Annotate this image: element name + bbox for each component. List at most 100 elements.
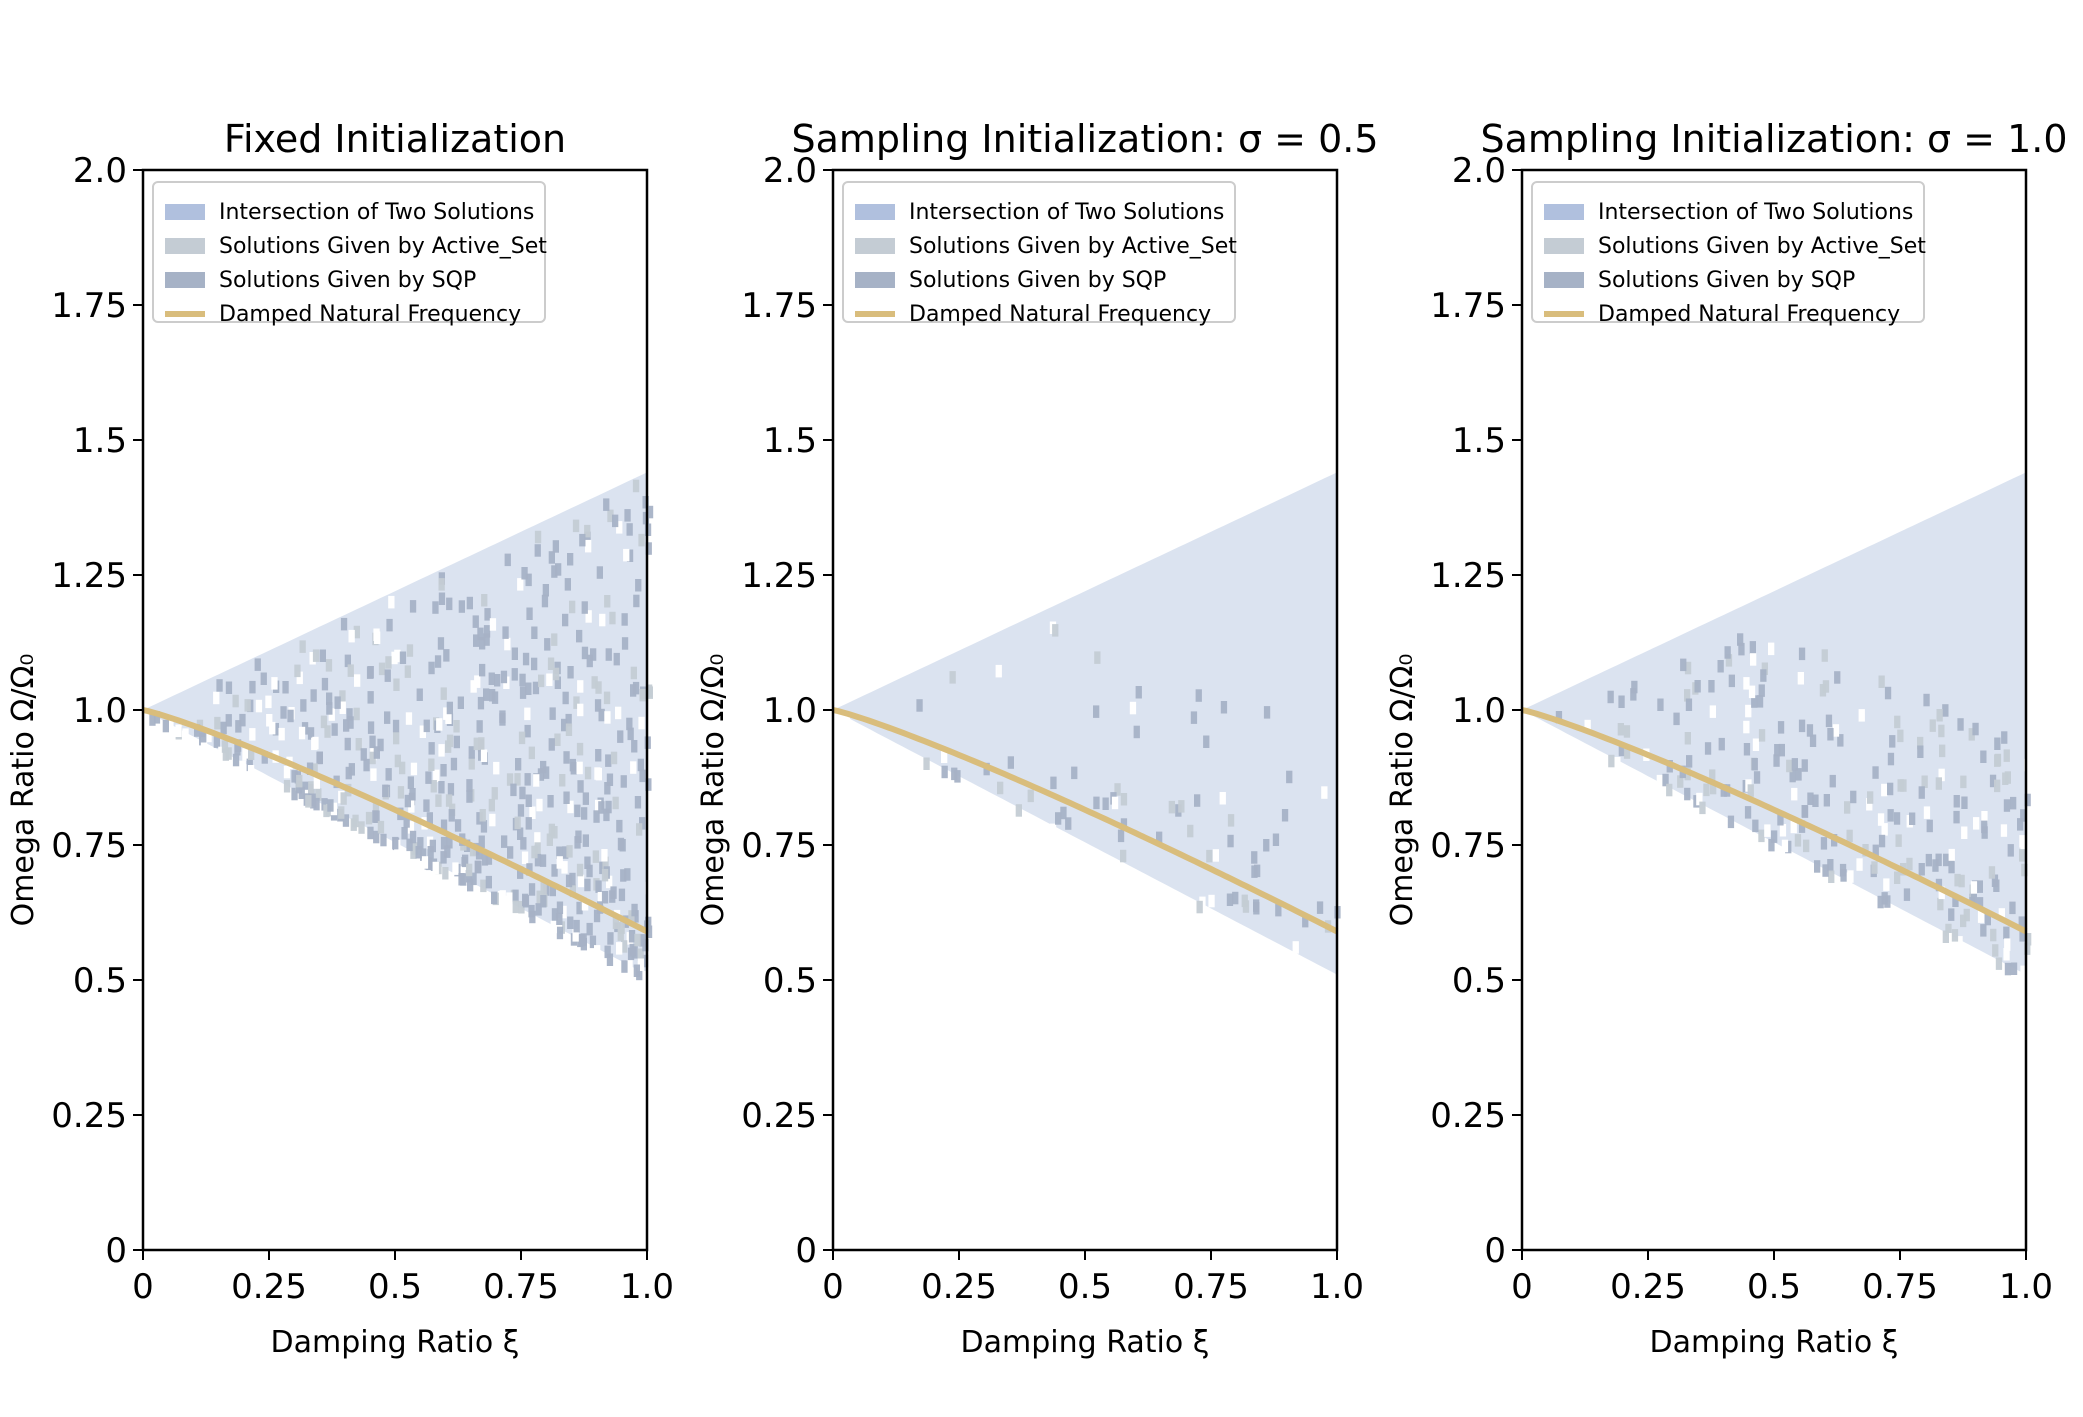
- solution-cell: [1970, 881, 1978, 894]
- solution-cell: [1989, 774, 1997, 788]
- solution-cell: [518, 901, 525, 914]
- solution-cell: [1773, 754, 1780, 767]
- solution-cell: [1281, 809, 1289, 822]
- solution-cell: [255, 699, 263, 713]
- solution-cell: [1945, 923, 1952, 937]
- solution-cell: [1608, 754, 1615, 768]
- solution-cell: [468, 746, 475, 759]
- solution-cell: [373, 830, 380, 844]
- solution-cell: [1302, 914, 1309, 928]
- solution-cell: [458, 600, 465, 613]
- solution-cell: [1937, 897, 1944, 911]
- solution-cell: [621, 960, 628, 973]
- solution-cell: [554, 676, 561, 689]
- solution-cell: [1918, 786, 1925, 799]
- solution-cell: [403, 815, 410, 828]
- solution-cell: [469, 843, 477, 857]
- solution-cell: [623, 548, 630, 562]
- solution-cell: [1703, 783, 1710, 797]
- legend-label: Damped Natural Frequency: [909, 302, 1211, 327]
- solution-cell: [213, 735, 220, 748]
- solution-cell: [421, 856, 429, 869]
- solution-cell: [1814, 860, 1821, 873]
- solution-cell: [483, 625, 491, 638]
- solution-cell: [1834, 671, 1841, 684]
- x-axis-label: Damping Ratio ξ: [1650, 1325, 1899, 1360]
- damped-frequency-line: [1521, 707, 2028, 935]
- solution-cell: [645, 778, 652, 791]
- solution-cell: [2020, 809, 2027, 822]
- solution-cell: [1798, 719, 1806, 733]
- solution-cell: [447, 783, 455, 796]
- solution-cell: [1750, 653, 1757, 666]
- solution-cell: [385, 768, 392, 781]
- solution-cell: [1807, 792, 1814, 805]
- solution-cell: [306, 762, 314, 775]
- solution-cell: [1935, 777, 1942, 790]
- panel-fixed-initialization: 0 0.25 0.5 0.75 1.0 0 0.25 0.5 0.75 1.0 1.25 1.5 1.7…: [6, 117, 674, 1360]
- solution-cell: [1785, 840, 1792, 854]
- solution-cell: [338, 806, 345, 819]
- x-tick-label: 0: [132, 1267, 154, 1307]
- solution-cell: [242, 748, 249, 761]
- solution-cell: [599, 613, 606, 627]
- solution-cell: [589, 935, 597, 949]
- solution-cell: [450, 757, 458, 771]
- solution-cell: [446, 701, 453, 715]
- solution-cell: [2010, 796, 2017, 810]
- solution-cell: [428, 742, 435, 755]
- solution-cell: [1720, 784, 1727, 797]
- solution-cell: [167, 717, 174, 730]
- solution-cell: [478, 835, 485, 848]
- solution-cell: [1871, 861, 1878, 874]
- solution-cell: [1926, 819, 1933, 833]
- solution-cell: [1844, 801, 1851, 814]
- solution-cell: [1050, 776, 1057, 790]
- solution-cell: [326, 702, 333, 715]
- solution-cell: [494, 674, 501, 687]
- solution-cell: [466, 779, 473, 792]
- solution-cell: [287, 709, 294, 723]
- solution-cell: [261, 751, 268, 764]
- solution-cell: [951, 767, 958, 781]
- legend-label: Solutions Given by SQP: [909, 268, 1166, 293]
- solution-cell: [525, 573, 532, 587]
- legend-swatch: [1544, 238, 1584, 254]
- solution-cell: [1948, 860, 1955, 874]
- solution-cell: [218, 746, 225, 760]
- solution-cell: [1960, 914, 1967, 928]
- solution-cell: [602, 856, 609, 870]
- solution-cell: [1725, 654, 1733, 667]
- solution-cell: [1856, 858, 1863, 871]
- solution-cell: [1114, 783, 1121, 796]
- solution-cell: [232, 753, 240, 767]
- solution-cell: [618, 888, 626, 902]
- solution-cell: [621, 637, 629, 650]
- solution-cell: [388, 595, 395, 609]
- solution-cell: [511, 668, 518, 681]
- solution-cell: [1794, 834, 1802, 847]
- solution-cell: [584, 856, 591, 869]
- solution-cell: [616, 942, 623, 955]
- solution-cell: [346, 708, 353, 721]
- solution-cell: [639, 970, 647, 984]
- legend-swatch: [1544, 204, 1584, 220]
- solution-cell: [419, 725, 426, 738]
- solution-cell: [610, 886, 617, 899]
- solution-cell: [1877, 895, 1884, 909]
- solution-cell: [1797, 672, 1804, 685]
- solution-cell: [1684, 732, 1691, 745]
- solution-cell: [601, 891, 609, 904]
- solution-cell: [446, 734, 454, 748]
- solution-cell: [1584, 719, 1591, 733]
- solution-cell: [1631, 680, 1638, 694]
- solution-cell: [260, 672, 267, 685]
- solution-cell: [548, 738, 555, 751]
- y-tick-label: 1.5: [73, 421, 127, 461]
- solution-cell: [175, 724, 182, 737]
- y-tick-label: 2.0: [73, 151, 127, 191]
- legend-label: Solutions Given by Active_Set: [1598, 234, 1926, 259]
- solution-cell: [604, 595, 611, 608]
- solution-cell: [385, 656, 392, 669]
- solution-cell: [511, 647, 518, 660]
